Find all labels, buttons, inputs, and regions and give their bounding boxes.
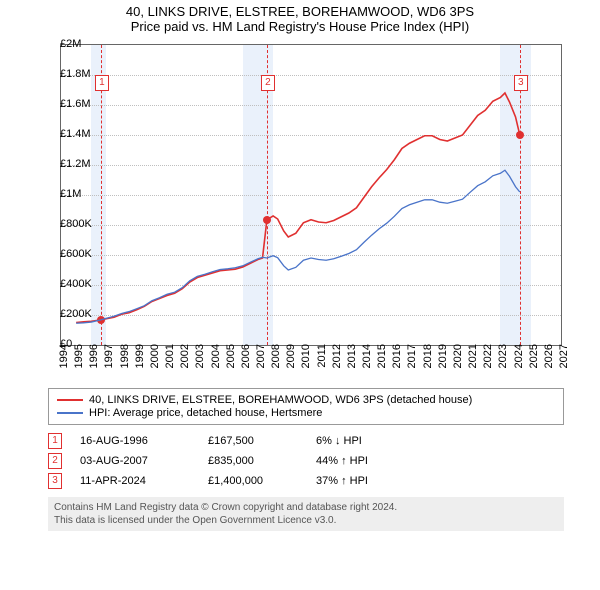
x-axis-label: 1999: [132, 344, 146, 368]
y-axis-label: £600K: [60, 248, 64, 260]
y-axis-label: £1.4M: [60, 128, 64, 140]
transaction-price: £167,500: [208, 435, 298, 447]
plot-area: 123: [60, 44, 562, 346]
x-axis-label: 2017: [404, 344, 418, 368]
series-lines: [61, 45, 561, 345]
x-axis-label: 2008: [268, 344, 282, 368]
row-index-box: 3: [48, 473, 62, 489]
row-index-box: 1: [48, 433, 62, 449]
x-axis-label: 2021: [465, 344, 479, 368]
x-axis-label: 2003: [192, 344, 206, 368]
x-axis-label: 1997: [101, 344, 115, 368]
legend-label: HPI: Average price, detached house, Hert…: [89, 407, 322, 419]
x-axis-label: 2025: [526, 344, 540, 368]
transaction-date: 16-AUG-1996: [80, 435, 190, 447]
x-axis-label: 2019: [435, 344, 449, 368]
title-line-1: 40, LINKS DRIVE, ELSTREE, BOREHAMWOOD, W…: [6, 4, 594, 19]
legend-item: HPI: Average price, detached house, Hert…: [57, 407, 555, 419]
row-index-box: 2: [48, 453, 62, 469]
legend-item: 40, LINKS DRIVE, ELSTREE, BOREHAMWOOD, W…: [57, 394, 555, 406]
table-row: 1 16-AUG-1996 £167,500 6% ↓ HPI: [48, 433, 564, 449]
x-axis-label: 2001: [162, 344, 176, 368]
x-axis-label: 1994: [56, 344, 70, 368]
x-axis-label: 1998: [117, 344, 131, 368]
y-axis-label: £1.6M: [60, 98, 64, 110]
legend-label: 40, LINKS DRIVE, ELSTREE, BOREHAMWOOD, W…: [89, 394, 472, 406]
footer-line-2: This data is licensed under the Open Gov…: [54, 514, 558, 527]
x-axis-label: 2016: [389, 344, 403, 368]
transaction-date: 11-APR-2024: [80, 475, 190, 487]
transaction-table: 1 16-AUG-1996 £167,500 6% ↓ HPI 2 03-AUG-2007…: [48, 433, 564, 489]
legend: 40, LINKS DRIVE, ELSTREE, BOREHAMWOOD, W…: [48, 388, 564, 425]
x-axis-label: 2026: [541, 344, 555, 368]
footer-line-1: Contains HM Land Registry data © Crown c…: [54, 501, 558, 514]
x-axis-label: 2018: [420, 344, 434, 368]
x-axis-label: 2012: [329, 344, 343, 368]
x-axis-label: 2023: [495, 344, 509, 368]
x-axis-label: 2004: [208, 344, 222, 368]
x-axis-label: 2009: [283, 344, 297, 368]
x-axis-label: 2007: [253, 344, 267, 368]
x-axis-label: 2015: [374, 344, 388, 368]
x-axis-label: 2005: [223, 344, 237, 368]
x-axis-label: 2011: [314, 344, 328, 368]
y-axis-label: £2M: [60, 38, 64, 50]
chart-title: 40, LINKS DRIVE, ELSTREE, BOREHAMWOOD, W…: [6, 4, 594, 34]
table-row: 2 03-AUG-2007 £835,000 44% ↑ HPI: [48, 453, 564, 469]
title-line-2: Price paid vs. HM Land Registry's House …: [6, 19, 594, 34]
x-axis-label: 2020: [450, 344, 464, 368]
hpi-delta: 44% ↑ HPI: [316, 455, 426, 467]
legend-swatch: [57, 399, 83, 401]
x-axis-label: 1996: [86, 344, 100, 368]
table-row: 3 11-APR-2024 £1,400,000 37% ↑ HPI: [48, 473, 564, 489]
x-axis-label: 2024: [511, 344, 525, 368]
y-axis-label: £1.2M: [60, 158, 64, 170]
x-axis-label: 2022: [480, 344, 494, 368]
y-axis-label: £1M: [60, 188, 64, 200]
x-axis-label: 2014: [359, 344, 373, 368]
series-price_paid: [76, 93, 520, 323]
price-chart: 123£0£200K£400K£600K£800K£1M£1.2M£1.4M£1…: [20, 38, 580, 378]
x-axis-label: 2013: [344, 344, 358, 368]
x-axis-label: 2006: [238, 344, 252, 368]
hpi-delta: 6% ↓ HPI: [316, 435, 426, 447]
x-axis-label: 2000: [147, 344, 161, 368]
transaction-price: £1,400,000: [208, 475, 298, 487]
hpi-delta: 37% ↑ HPI: [316, 475, 426, 487]
transaction-date: 03-AUG-2007: [80, 455, 190, 467]
series-hpi: [76, 170, 520, 323]
x-axis-label: 1995: [71, 344, 85, 368]
x-axis-label: 2010: [298, 344, 312, 368]
y-axis-label: £200K: [60, 308, 64, 320]
x-axis-label: 2027: [556, 344, 570, 368]
footer-attribution: Contains HM Land Registry data © Crown c…: [48, 497, 564, 531]
y-axis-label: £400K: [60, 278, 64, 290]
y-axis-label: £1.8M: [60, 68, 64, 80]
transaction-price: £835,000: [208, 455, 298, 467]
x-axis-label: 2002: [177, 344, 191, 368]
legend-swatch: [57, 412, 83, 414]
y-axis-label: £800K: [60, 218, 64, 230]
